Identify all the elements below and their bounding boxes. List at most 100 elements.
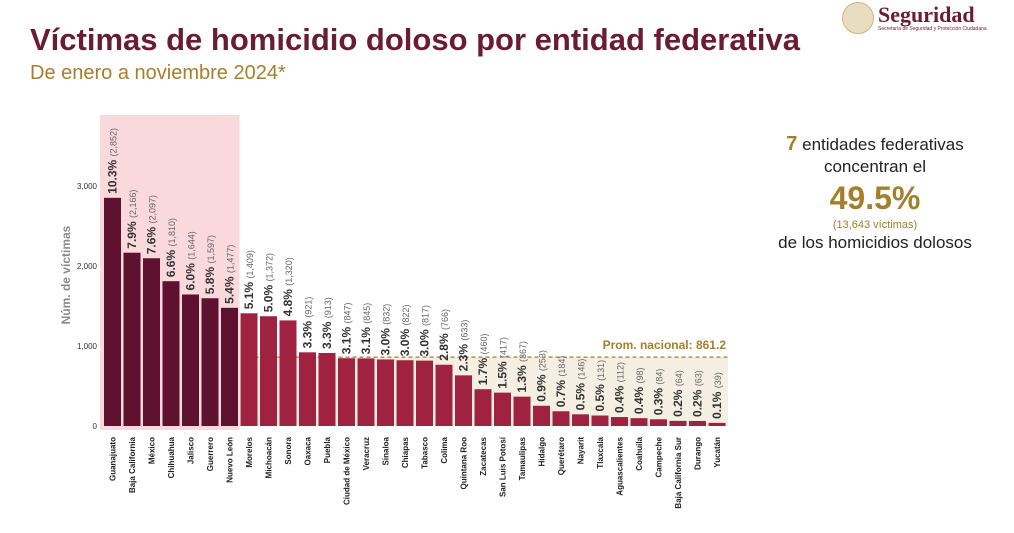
bar — [669, 420, 687, 426]
bar-label: 1.7% (460) — [476, 333, 490, 385]
value-label: (1,372) — [265, 253, 275, 282]
page-subtitle: De enero a noviembre 2024* — [30, 62, 286, 84]
bar-label: 7.9% (2,166) — [125, 190, 139, 249]
bar-label: 10.3% (2,852) — [106, 128, 120, 194]
y-tick-label: 3,000 — [77, 182, 98, 191]
value-label: (146) — [577, 359, 587, 380]
percent-label: 6.6% — [164, 247, 178, 278]
percent-label: 2.3% — [457, 341, 471, 372]
average-label: Prom. nacional: 861.2 — [603, 338, 727, 352]
bar-label: 3.3% (913) — [320, 297, 334, 349]
value-label: (913) — [323, 297, 333, 318]
callout-count: 7 — [786, 133, 798, 155]
bar-label: 0.2% (63) — [691, 370, 705, 417]
bar — [474, 389, 492, 426]
callout-victims: (13,643 víctimas) — [832, 219, 918, 231]
bar-label: 0.1% (39) — [710, 372, 724, 419]
bar — [240, 313, 258, 426]
callout-line3: de los homicidios dolosos — [778, 233, 972, 252]
bar-label: 2.8% (766) — [437, 309, 451, 361]
bar — [299, 352, 316, 426]
x-tick-label: Zacatecas — [479, 436, 488, 475]
x-tick-label: Aguascalientes — [616, 436, 625, 495]
x-tick-label: Yucatán — [713, 437, 722, 468]
summary-callout: 7 entidades federativas concentran el 49… — [740, 133, 1010, 254]
x-tick-label: Sinaloa — [382, 436, 391, 465]
bar-label: 5.0% (1,372) — [262, 253, 276, 312]
value-label: (633) — [460, 320, 470, 341]
bar — [318, 352, 336, 426]
x-tick-label: Morelos — [245, 436, 254, 467]
bar-label: 2.3% (633) — [457, 320, 471, 372]
value-label: (1,477) — [226, 245, 236, 274]
logo: Seguridad Secretaría de Seguridad y Prot… — [842, 2, 987, 34]
value-label: (367) — [518, 341, 528, 362]
bar — [338, 358, 355, 426]
bar — [279, 320, 297, 426]
value-label: (112) — [616, 362, 626, 382]
percent-label: 0.4% — [613, 382, 627, 413]
percent-label: 0.7% — [554, 377, 568, 408]
bar-label: 7.6% (2,097) — [145, 195, 159, 254]
bar — [377, 359, 394, 426]
bar-label: 3.1% (847) — [340, 303, 354, 355]
bar-label: 6.6% (1,810) — [164, 218, 178, 277]
percent-label: 1.5% — [496, 358, 510, 389]
percent-label: 5.1% — [242, 279, 256, 310]
x-tick-label: Quintana Roo — [460, 437, 469, 490]
x-tick-label: Veracruz — [362, 437, 371, 470]
percent-label: 1.3% — [515, 362, 529, 393]
x-tick-label: Guerrero — [206, 437, 215, 471]
y-tick-label: 0 — [93, 422, 98, 431]
bar-label: 4.8% (1,320) — [281, 257, 295, 316]
y-axis-label: Núm. de víctimas — [59, 225, 73, 324]
percent-label: 5.4% — [223, 273, 237, 304]
percent-label: 10.3% — [106, 156, 120, 193]
bar-label: 3.3% (921) — [301, 297, 315, 349]
x-tick-label: Nuevo León — [226, 437, 235, 483]
x-tick-label: Campeche — [655, 436, 664, 477]
value-label: (2,166) — [128, 190, 138, 219]
bar — [630, 418, 648, 426]
y-tick-label: 2,000 — [77, 262, 98, 271]
percent-label: 7.6% — [145, 224, 159, 255]
percent-label: 0.5% — [593, 381, 607, 412]
value-label: (817) — [421, 305, 431, 326]
value-label: (1,810) — [167, 218, 177, 247]
value-label: (184) — [557, 356, 567, 377]
x-tick-label: Baja California Sur — [674, 437, 683, 509]
percent-label: 3.0% — [418, 326, 432, 357]
x-tick-label: Tlaxcala — [596, 436, 605, 468]
bar-label: 5.4% (1,477) — [223, 245, 237, 304]
bar — [591, 415, 609, 426]
percent-label: 7.9% — [125, 218, 139, 249]
x-tick-label: Hidalgo — [538, 437, 547, 466]
value-label: (2,852) — [109, 128, 119, 157]
page-title: Víctimas de homicidio doloso por entidad… — [30, 22, 800, 57]
percent-label: 0.2% — [691, 386, 705, 417]
logo-title: Seguridad — [878, 2, 975, 27]
bar-label: 0.9% (253) — [535, 350, 549, 402]
percent-label: 0.1% — [710, 388, 724, 419]
bar — [123, 252, 141, 426]
bar — [513, 396, 531, 426]
x-tick-label: Guanajuato — [109, 437, 118, 481]
logo-subtitle: Secretaría de Seguridad y Protección Ciu… — [878, 26, 987, 32]
value-label: (766) — [440, 309, 450, 330]
x-tick-label: Ciudad de México — [343, 437, 352, 505]
percent-label: 5.0% — [262, 282, 276, 313]
callout-line2: concentran el — [823, 157, 927, 176]
bar — [221, 307, 238, 426]
bar — [650, 419, 667, 426]
callout-line1: entidades federativas — [802, 135, 964, 154]
y-tick-label: 1,000 — [77, 342, 98, 351]
x-tick-label: Baja California — [128, 436, 137, 493]
x-tick-label: México — [148, 437, 157, 464]
value-label: (1,409) — [245, 250, 255, 279]
bar-label: 0.2% (64) — [671, 370, 685, 417]
x-tick-label: Colima — [440, 436, 449, 463]
bar — [572, 414, 589, 426]
value-label: (845) — [362, 303, 372, 324]
bar-label: 3.1% (845) — [359, 303, 373, 355]
